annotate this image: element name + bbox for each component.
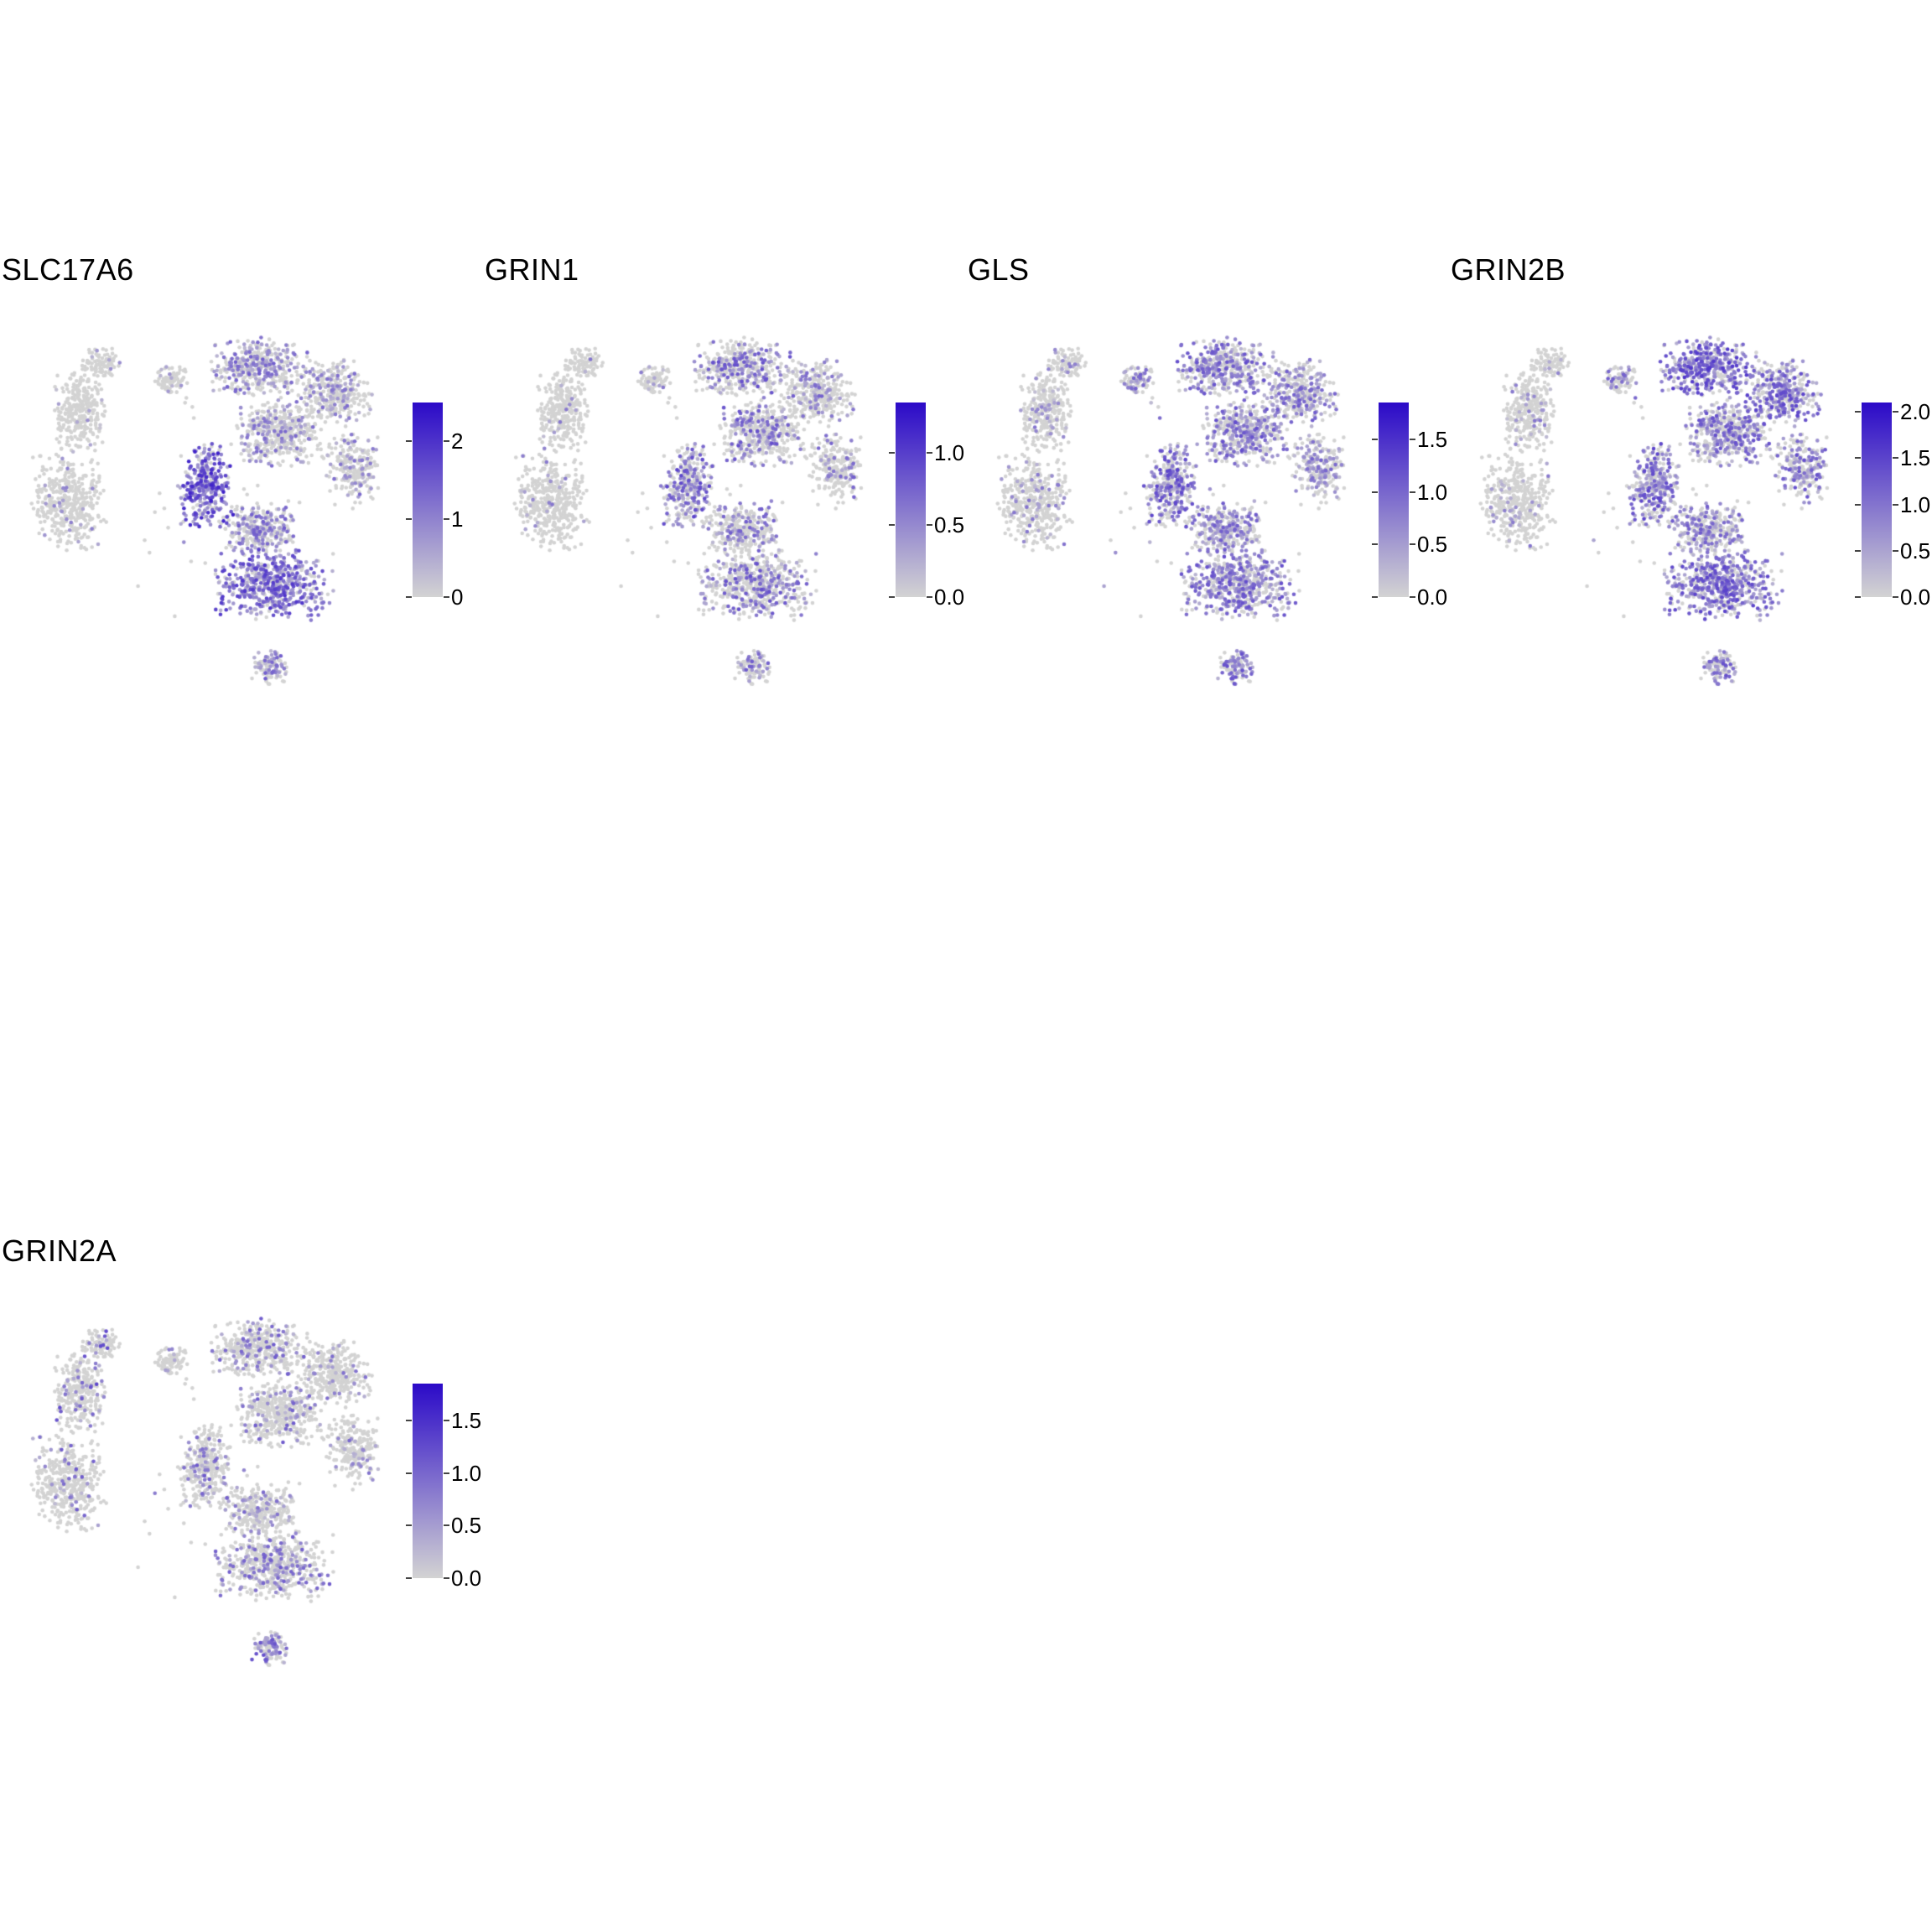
legend-tick-mark bbox=[1372, 491, 1378, 493]
legend-tick-mark bbox=[1410, 596, 1415, 598]
legend-tick-mark bbox=[444, 596, 449, 598]
legend-tick-mark bbox=[1855, 503, 1861, 506]
panel-title: GLS bbox=[968, 252, 1030, 287]
legend-tick-label: 1 bbox=[451, 506, 464, 532]
legend-tick-label: 0.5 bbox=[934, 512, 965, 538]
legend-ticks: 0 1 2 bbox=[406, 402, 463, 610]
legend-gradient-bar bbox=[1862, 402, 1892, 597]
legend-tick-mark bbox=[406, 596, 412, 598]
legend-tick-label: 0.0 bbox=[1417, 584, 1448, 610]
legend-tick-label: 1.0 bbox=[934, 440, 965, 466]
legend-gradient-bar bbox=[413, 402, 443, 597]
legend-tick-label: 2 bbox=[451, 428, 464, 454]
legend-tick-mark bbox=[889, 596, 895, 598]
legend-tick-mark bbox=[1855, 596, 1861, 598]
legend-tick-mark bbox=[927, 596, 932, 598]
legend-tick-label: 2.0 bbox=[1900, 399, 1931, 425]
legend-tick-mark bbox=[444, 518, 449, 521]
legend-ticks: 0.0 0.5 1.0 1.5 bbox=[406, 1384, 481, 1591]
feature-panel: GRIN2A 0.0 0.5 1.0 1.5 bbox=[0, 1216, 483, 1736]
panel-title: SLC17A6 bbox=[2, 252, 134, 287]
legend-tick-label: 0.0 bbox=[1900, 584, 1931, 610]
expression-legend: 0.0 0.5 1.0 bbox=[889, 402, 964, 610]
legend-gradient-bar bbox=[896, 402, 926, 597]
legend-tick-label: 1.5 bbox=[1900, 445, 1931, 471]
legend-tick-mark bbox=[889, 452, 895, 454]
legend-tick-mark bbox=[1893, 411, 1898, 413]
legend-tick-label: 0.0 bbox=[934, 584, 965, 610]
legend-ticks: 0.0 0.5 1.0 1.5 2.0 bbox=[1855, 399, 1930, 610]
legend-tick-label: 0.5 bbox=[1417, 532, 1448, 558]
legend-tick-label: 1.5 bbox=[1417, 426, 1448, 452]
panel-title: GRIN2A bbox=[2, 1233, 117, 1268]
legend-tick-mark bbox=[1372, 438, 1378, 440]
legend-tick-mark bbox=[1410, 543, 1415, 546]
legend-tick-label: 1.0 bbox=[1417, 479, 1448, 505]
legend-ticks: 0.0 0.5 1.0 bbox=[889, 402, 964, 610]
legend-tick-mark bbox=[1893, 596, 1898, 598]
expression-legend: 0.0 0.5 1.0 1.5 2.0 bbox=[1855, 399, 1930, 610]
umap-scatter-canvas bbox=[971, 325, 1361, 699]
legend-tick-label: 0 bbox=[451, 584, 464, 610]
legend-tick-label: 1.0 bbox=[1900, 491, 1931, 517]
legend-tick-label: 0.5 bbox=[451, 1513, 482, 1539]
legend-tick-label: 1.5 bbox=[451, 1407, 482, 1433]
legend-tick-label: 1.0 bbox=[451, 1460, 482, 1486]
legend-tick-mark bbox=[444, 1524, 449, 1527]
legend-tick-mark bbox=[406, 1524, 412, 1527]
legend-tick-mark bbox=[1893, 503, 1898, 506]
legend-tick-mark bbox=[406, 518, 412, 521]
umap-scatter-canvas bbox=[488, 325, 878, 699]
legend-tick-mark bbox=[1410, 491, 1415, 493]
umap-scatter-canvas bbox=[1454, 325, 1844, 699]
legend-tick-mark bbox=[406, 1577, 412, 1579]
expression-legend: 0 1 2 bbox=[406, 402, 463, 610]
legend-tick-mark bbox=[927, 452, 932, 454]
legend-tick-mark bbox=[444, 440, 449, 443]
legend-tick-mark bbox=[1855, 549, 1861, 552]
legend-ticks: 0.0 0.5 1.0 1.5 bbox=[1372, 402, 1447, 610]
legend-tick-mark bbox=[889, 524, 895, 527]
legend-tick-mark bbox=[1893, 457, 1898, 460]
feature-panel: GRIN2B 0.0 0.5 1.0 1.5 2.0 bbox=[1449, 235, 1932, 755]
legend-tick-mark bbox=[1855, 411, 1861, 413]
legend-tick-mark bbox=[444, 1577, 449, 1579]
legend-tick-mark bbox=[406, 1472, 412, 1474]
legend-gradient-bar bbox=[413, 1384, 443, 1578]
legend-tick-mark bbox=[406, 1419, 412, 1421]
feature-panel: SLC17A6 0 1 2 bbox=[0, 235, 483, 755]
expression-legend: 0.0 0.5 1.0 1.5 bbox=[1372, 402, 1447, 610]
panel-title: GRIN1 bbox=[485, 252, 579, 287]
legend-tick-mark bbox=[444, 1472, 449, 1474]
feature-panel: GRIN1 0.0 0.5 1.0 bbox=[483, 235, 966, 755]
legend-gradient-bar bbox=[1379, 402, 1409, 597]
legend-tick-mark bbox=[927, 524, 932, 527]
expression-legend: 0.0 0.5 1.0 1.5 bbox=[406, 1384, 481, 1591]
legend-tick-label: 0.0 bbox=[451, 1566, 482, 1591]
umap-scatter-canvas bbox=[5, 325, 395, 699]
legend-tick-mark bbox=[1410, 438, 1415, 440]
legend-tick-mark bbox=[444, 1419, 449, 1421]
panel-title: GRIN2B bbox=[1451, 252, 1566, 287]
legend-tick-mark bbox=[406, 440, 412, 443]
legend-tick-mark bbox=[1855, 457, 1861, 460]
legend-tick-label: 0.5 bbox=[1900, 538, 1931, 564]
legend-tick-mark bbox=[1893, 549, 1898, 552]
legend-tick-mark bbox=[1372, 596, 1378, 598]
umap-scatter-canvas bbox=[5, 1306, 395, 1680]
feature-panel: GLS 0.0 0.5 1.0 1.5 bbox=[966, 235, 1449, 755]
legend-tick-mark bbox=[1372, 543, 1378, 546]
